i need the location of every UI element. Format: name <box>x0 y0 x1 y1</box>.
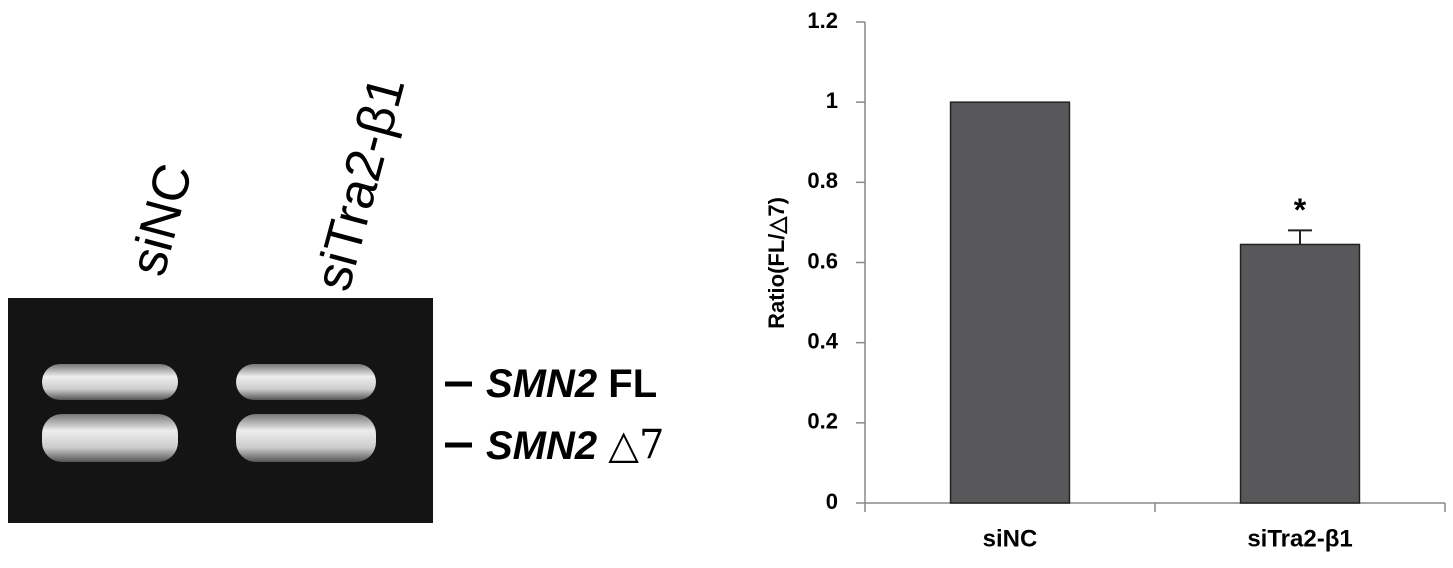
lane-label: siTra2-β1 <box>304 70 417 296</box>
band-label: SMN2 △7 <box>486 422 664 468</box>
gel-band <box>236 414 376 462</box>
gel-band <box>42 414 178 462</box>
lane-label: siNC <box>119 158 204 282</box>
figure: siNC siTra2-β1 SMN2 FL SMN2 △7 Ratio(FL/… <box>0 0 1453 563</box>
annotation: * <box>1294 192 1307 228</box>
gene: SMN2 <box>486 424 597 468</box>
y-tick-label: 0.2 <box>807 409 838 434</box>
isoform: FL <box>608 362 657 406</box>
band-label: SMN2 FL <box>486 362 657 406</box>
y-axis-label: Ratio(FL/△7) <box>764 197 789 329</box>
bar <box>951 102 1070 503</box>
y-tick-label: 0 <box>826 489 838 514</box>
gel-band <box>42 364 178 400</box>
isoform: △7 <box>608 422 664 468</box>
y-tick-label: 0.8 <box>807 168 838 193</box>
page: siNC siTra2-β1 SMN2 FL SMN2 △7 Ratio(FL/… <box>0 0 1453 568</box>
bar <box>1241 244 1360 503</box>
y-tick-label: 0.6 <box>807 248 838 273</box>
gel <box>8 298 433 523</box>
x-tick-label: siTra2-β1 <box>1247 525 1352 552</box>
y-tick-label: 1 <box>826 88 838 113</box>
gel-band <box>236 364 376 400</box>
gene: SMN2 <box>486 362 597 406</box>
x-tick-label: siNC <box>983 525 1038 552</box>
y-tick-label: 0.4 <box>807 328 838 353</box>
y-tick-label: 1.2 <box>807 8 838 33</box>
